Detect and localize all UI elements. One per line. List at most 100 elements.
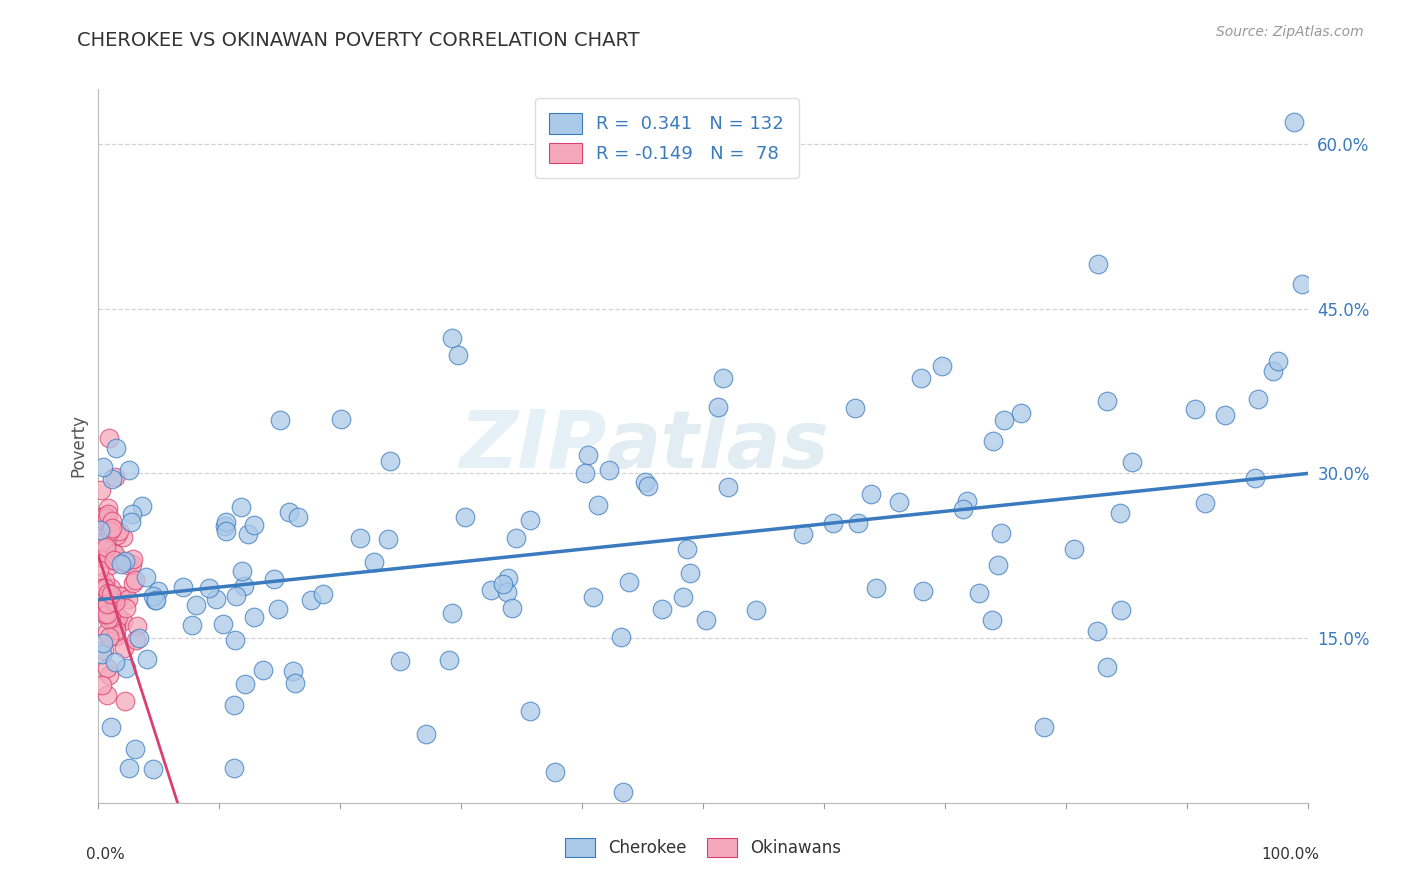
Point [91, 580, 114, 594]
Point [108, 524, 131, 539]
Point [101, 545, 124, 559]
Text: CHEROKEE VS OKINAWAN POVERTY CORRELATION CHART: CHEROKEE VS OKINAWAN POVERTY CORRELATION… [77, 31, 640, 50]
Point [104, 616, 127, 631]
Point [91, 647, 114, 661]
Point [121, 507, 143, 521]
Point [1213, 408, 1236, 422]
Point [124, 633, 146, 648]
Point [114, 554, 136, 568]
Point [214, 518, 236, 533]
Point [1010, 406, 1032, 420]
Point [637, 479, 659, 493]
Point [278, 505, 301, 519]
Point [415, 727, 437, 741]
Point [745, 603, 768, 617]
Point [389, 654, 412, 668]
Point [96, 625, 118, 640]
Point [136, 652, 159, 666]
Point [97, 630, 120, 644]
Point [651, 602, 673, 616]
Point [111, 530, 134, 544]
Point [576, 448, 599, 462]
Point [931, 359, 953, 373]
Point [93, 550, 115, 565]
Point [1121, 455, 1143, 469]
Text: ZIP: ZIP [458, 407, 606, 485]
Point [312, 587, 335, 601]
Point [142, 762, 165, 776]
Point [128, 631, 150, 645]
Point [93, 549, 115, 564]
Point [987, 558, 1010, 572]
Point [94, 582, 117, 596]
Point [110, 590, 132, 604]
Point [180, 618, 202, 632]
Point [105, 528, 128, 542]
Point [232, 579, 254, 593]
Point [505, 531, 527, 545]
Point [91, 460, 114, 475]
Point [231, 565, 253, 579]
Point [100, 720, 122, 734]
Point [87, 583, 110, 598]
Point [229, 500, 252, 514]
Point [96, 688, 118, 702]
Point [172, 581, 194, 595]
Point [114, 694, 136, 708]
Point [91, 678, 114, 692]
Point [496, 571, 519, 585]
Point [97, 597, 120, 611]
Point [97, 521, 120, 535]
Point [103, 553, 125, 567]
Point [118, 463, 141, 477]
Point [124, 574, 146, 588]
Point [127, 618, 149, 632]
Point [114, 661, 136, 675]
Point [672, 591, 695, 605]
Point [267, 602, 290, 616]
Point [97, 612, 120, 626]
Point [679, 566, 702, 580]
Point [90, 483, 112, 497]
Point [846, 516, 869, 531]
Point [108, 589, 131, 603]
Point [124, 742, 146, 756]
Point [96, 598, 118, 612]
Point [711, 371, 734, 385]
Point [1244, 471, 1267, 485]
Point [236, 526, 259, 541]
Point [496, 585, 519, 599]
Point [94, 534, 117, 549]
Point [912, 584, 935, 599]
Point [1111, 603, 1133, 617]
Point [198, 581, 221, 595]
Point [184, 598, 207, 612]
Point [269, 413, 291, 427]
Point [212, 616, 235, 631]
Point [952, 502, 974, 516]
Point [94, 574, 117, 588]
Point [377, 532, 399, 546]
Point [983, 434, 1005, 449]
Point [105, 629, 128, 643]
Point [101, 588, 124, 602]
Point [131, 500, 153, 514]
Point [889, 495, 911, 509]
Point [586, 498, 609, 512]
Point [993, 412, 1015, 426]
Point [1247, 392, 1270, 407]
Point [612, 785, 634, 799]
Point [97, 507, 120, 521]
Point [479, 582, 502, 597]
Point [224, 632, 246, 647]
Point [1032, 720, 1054, 734]
Point [859, 487, 882, 501]
Point [981, 614, 1004, 628]
Point [717, 480, 740, 494]
Point [135, 569, 157, 583]
Point [93, 551, 115, 566]
Point [492, 576, 515, 591]
Point [242, 610, 264, 624]
Point [695, 613, 717, 627]
Point [1184, 401, 1206, 416]
